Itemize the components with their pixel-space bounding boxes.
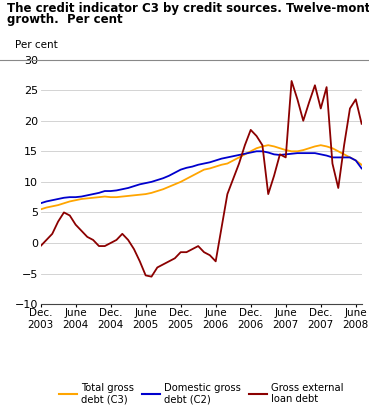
Text: growth.  Per cent: growth. Per cent: [7, 13, 123, 26]
Text: The credit indicator C3 by credit sources. Twelve-month: The credit indicator C3 by credit source…: [7, 2, 369, 15]
Legend: Total gross
debt (C3), Domestic gross
debt (C2), Gross external
loan debt: Total gross debt (C3), Domestic gross de…: [59, 383, 343, 404]
Text: Per cent: Per cent: [15, 40, 58, 50]
